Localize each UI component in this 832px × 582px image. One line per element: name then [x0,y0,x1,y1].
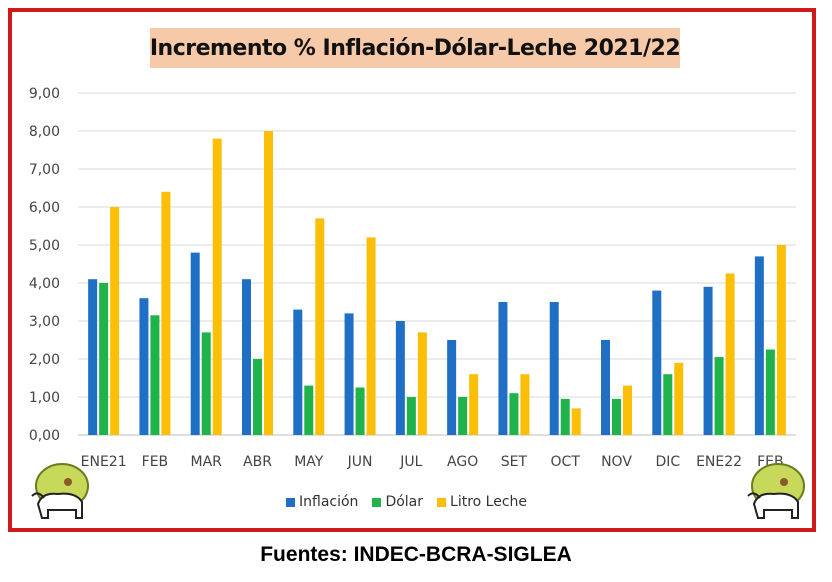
bar-dolar [304,385,314,435]
y-tick-label: 4,00 [29,276,60,292]
y-tick-label: 0,00 [29,428,60,444]
y-tick-label: 9,00 [29,86,60,102]
x-tick-label: DIC [655,454,680,470]
y-tick-label: 7,00 [29,162,60,178]
bar-inflacion [549,302,559,435]
bar-inflacion [344,313,354,435]
x-tick-label: MAR [191,454,223,470]
bar-inflacion [293,309,303,435]
bar-dolar [509,393,519,435]
bar-leche [161,191,171,435]
x-tick-label: JUL [399,454,422,470]
x-tick-label: OCT [551,454,581,470]
bar-dolar [714,357,724,435]
bar-leche [366,237,376,435]
bar-dolar [253,359,262,435]
legend-label-dolar: Dólar [385,494,424,510]
x-tick-label: NOV [601,454,632,470]
bar-inflacion [498,302,508,435]
legend-item-dolar: Dólar [372,494,423,510]
x-tick-label: MAY [294,454,324,470]
cow-logo-left-icon [31,463,89,519]
legend-label-inflacion: Inflación [299,494,359,510]
legend-item-inflacion: Inflación [286,494,358,510]
y-tick-label: 2,00 [29,352,60,368]
y-tick-label: 3,00 [29,314,60,330]
bar-inflacion [395,321,405,435]
legend-item-leche: Litro Leche [437,494,527,510]
bar-dolar [663,374,673,435]
bar-leche [212,138,222,435]
x-tick-label: SET [501,454,528,470]
bar-leche [469,374,479,435]
bar-dolar [355,387,365,435]
bar-leche [417,332,427,435]
legend-label-leche: Litro Leche [450,494,528,510]
y-tick-label: 8,00 [29,124,60,140]
x-tick-label: JUN [347,454,373,470]
bar-dolar [406,397,416,435]
chart-title: Incremento % Inflación-Dólar-Leche 2021/… [149,35,681,61]
y-tick-label: 1,00 [29,390,60,406]
x-tick-label: AGO [447,454,478,470]
bar-dolar [150,315,160,435]
bar-inflacion [139,298,149,435]
bar-leche [110,207,120,435]
bar-dolar [560,398,570,435]
bar-dolar [201,332,211,435]
bar-dolar [765,349,775,435]
bar-leche [520,374,530,435]
x-tick-label: ENE22 [696,454,742,470]
bar-inflacion [703,286,713,435]
y-tick-label: 6,00 [29,200,60,216]
bar-leche [674,362,684,435]
cow-logo-right-icon [747,463,805,519]
bar-inflacion [601,340,610,435]
bar-inflacion [447,340,457,435]
x-tick-label: ABR [243,454,272,470]
bar-inflacion [190,252,200,435]
y-tick-label: 5,00 [29,238,60,254]
legend-swatch-inflacion [286,497,295,507]
chart-frame [8,8,816,532]
bar-leche [315,218,325,435]
bar-dolar [458,397,468,435]
x-tick-label: ENE21 [81,454,127,470]
legend: Inflación Dólar Litro Leche [286,494,527,510]
bar-leche [571,408,581,435]
bar-inflacion [754,256,764,435]
bar-leche [776,245,786,435]
bar-inflacion [242,279,251,435]
legend-swatch-leche [437,497,447,507]
bar-dolar [612,398,621,435]
bar-leche [264,131,273,435]
chart-title-box: Incremento % Inflación-Dólar-Leche 2021/… [149,28,681,68]
bar-leche [623,385,632,435]
bar-leche [725,273,735,435]
bar-inflacion [652,290,662,435]
x-tick-label: FEB [142,454,169,470]
sources-footer: Fuentes: INDEC-BCRA-SIGLEA [260,543,572,566]
bar-inflacion [88,279,98,435]
legend-swatch-dolar [372,497,382,507]
bar-dolar [99,283,109,435]
